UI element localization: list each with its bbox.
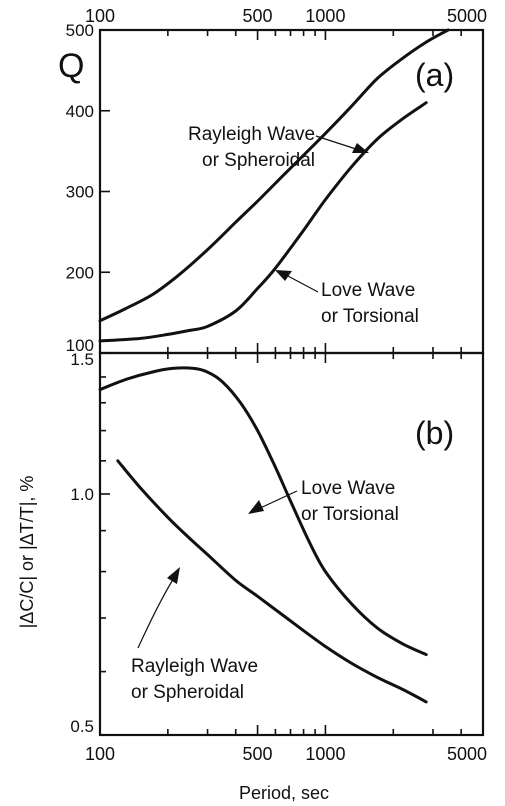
panel-a-rayleigh-label-line2: or Spheroidal bbox=[202, 150, 315, 171]
panel-a-love-label-line1: Love Wave bbox=[321, 280, 415, 301]
panel-b-y-ticks: 0.5 1.0 1.5 bbox=[70, 350, 110, 736]
panel-b-y-axis-label: |ΔC/C| or |ΔT/T|, % bbox=[17, 476, 37, 629]
panel-b-love-annotation: Love Wave or Torsional bbox=[248, 478, 399, 525]
panel-a-x-tick-label: 5000 bbox=[447, 6, 487, 26]
panel-b-x-tick-label: 100 bbox=[85, 744, 115, 764]
panel-b-curve-love-wave-or-torsional bbox=[98, 366, 428, 657]
panel-b-frame bbox=[98, 351, 485, 737]
panel-a-love-pointer bbox=[285, 274, 319, 293]
panel-b-love-pointer bbox=[257, 490, 298, 510]
panel-a-y-tick-label: 300 bbox=[66, 183, 94, 202]
panel-b-y-tick-label: 1.5 bbox=[70, 350, 94, 369]
panel-b-rayleigh-label-line2: or Spheroidal bbox=[131, 682, 244, 703]
panel-a-rayleigh-annotation: Rayleigh Wave or Spheroidal bbox=[188, 124, 369, 171]
panel-a-love-arrowhead bbox=[275, 270, 292, 281]
panel-a-y-tick-label: 500 bbox=[66, 21, 94, 40]
panel-b-y-tick-label: 0.5 bbox=[70, 717, 94, 736]
panel-a-curves bbox=[98, 28, 450, 343]
panel-a-rayleigh-arrowhead bbox=[352, 143, 369, 153]
panel-a-love-annotation: Love Wave or Torsional bbox=[275, 270, 419, 327]
panel-b: 100 500 1000 5000 0.5 1.0 1.5 |ΔC/C| or |ΔT/T… bbox=[17, 350, 487, 803]
panel-a-y-tick-label: 100 bbox=[66, 336, 94, 355]
panel-a-y-tick-label: 200 bbox=[66, 263, 94, 282]
panel-b-love-label-line1: Love Wave bbox=[301, 478, 395, 499]
panel-a-x-tick-label: 500 bbox=[243, 6, 273, 26]
panel-b-curves bbox=[98, 366, 428, 704]
panel-b-love-arrowhead bbox=[248, 500, 264, 514]
panel-b-rayleigh-arrowhead bbox=[167, 567, 180, 584]
panel-b-love-label-line2: or Torsional bbox=[301, 504, 399, 525]
panel-a-y-ticks: 100 200 300 400 500 bbox=[66, 21, 110, 355]
panel-a-rayleigh-label-line1: Rayleigh Wave bbox=[188, 124, 315, 145]
panel-a-x-tick-label: 100 bbox=[85, 6, 115, 26]
panel-b-x-tick-label: 1000 bbox=[305, 744, 345, 764]
panel-a-x-tick-label: 1000 bbox=[305, 6, 345, 26]
panel-a-rayleigh-pointer bbox=[315, 135, 357, 150]
panel-b-x-tick-label: 500 bbox=[243, 744, 273, 764]
panel-b-x-ticks: 100 500 1000 5000 bbox=[85, 353, 487, 764]
panel-a-label: (a) bbox=[415, 57, 454, 93]
panel-b-rayleigh-annotation: Rayleigh Wave or Spheroidal bbox=[131, 567, 258, 703]
panel-a-curve-rayleigh-wave-or-spheroidal bbox=[98, 28, 450, 323]
panel-b-x-tick-label: 5000 bbox=[447, 744, 487, 764]
panel-b-x-axis-label: Period, sec bbox=[239, 783, 329, 803]
panel-a-y-tick-label: 400 bbox=[66, 102, 94, 121]
panel-b-curve-rayleigh-wave-or-spheroidal bbox=[116, 459, 428, 704]
panel-b-label: (b) bbox=[415, 415, 454, 451]
panel-b-rayleigh-pointer bbox=[137, 577, 175, 649]
panel-a-y-axis-label: Q bbox=[58, 47, 84, 85]
panel-b-y-tick-label: 1.0 bbox=[70, 485, 94, 504]
panel-b-rayleigh-label-line1: Rayleigh Wave bbox=[131, 656, 258, 677]
panel-a-love-label-line2: or Torsional bbox=[321, 306, 419, 327]
panel-a-curve-love-wave-or-torsional bbox=[98, 101, 428, 343]
